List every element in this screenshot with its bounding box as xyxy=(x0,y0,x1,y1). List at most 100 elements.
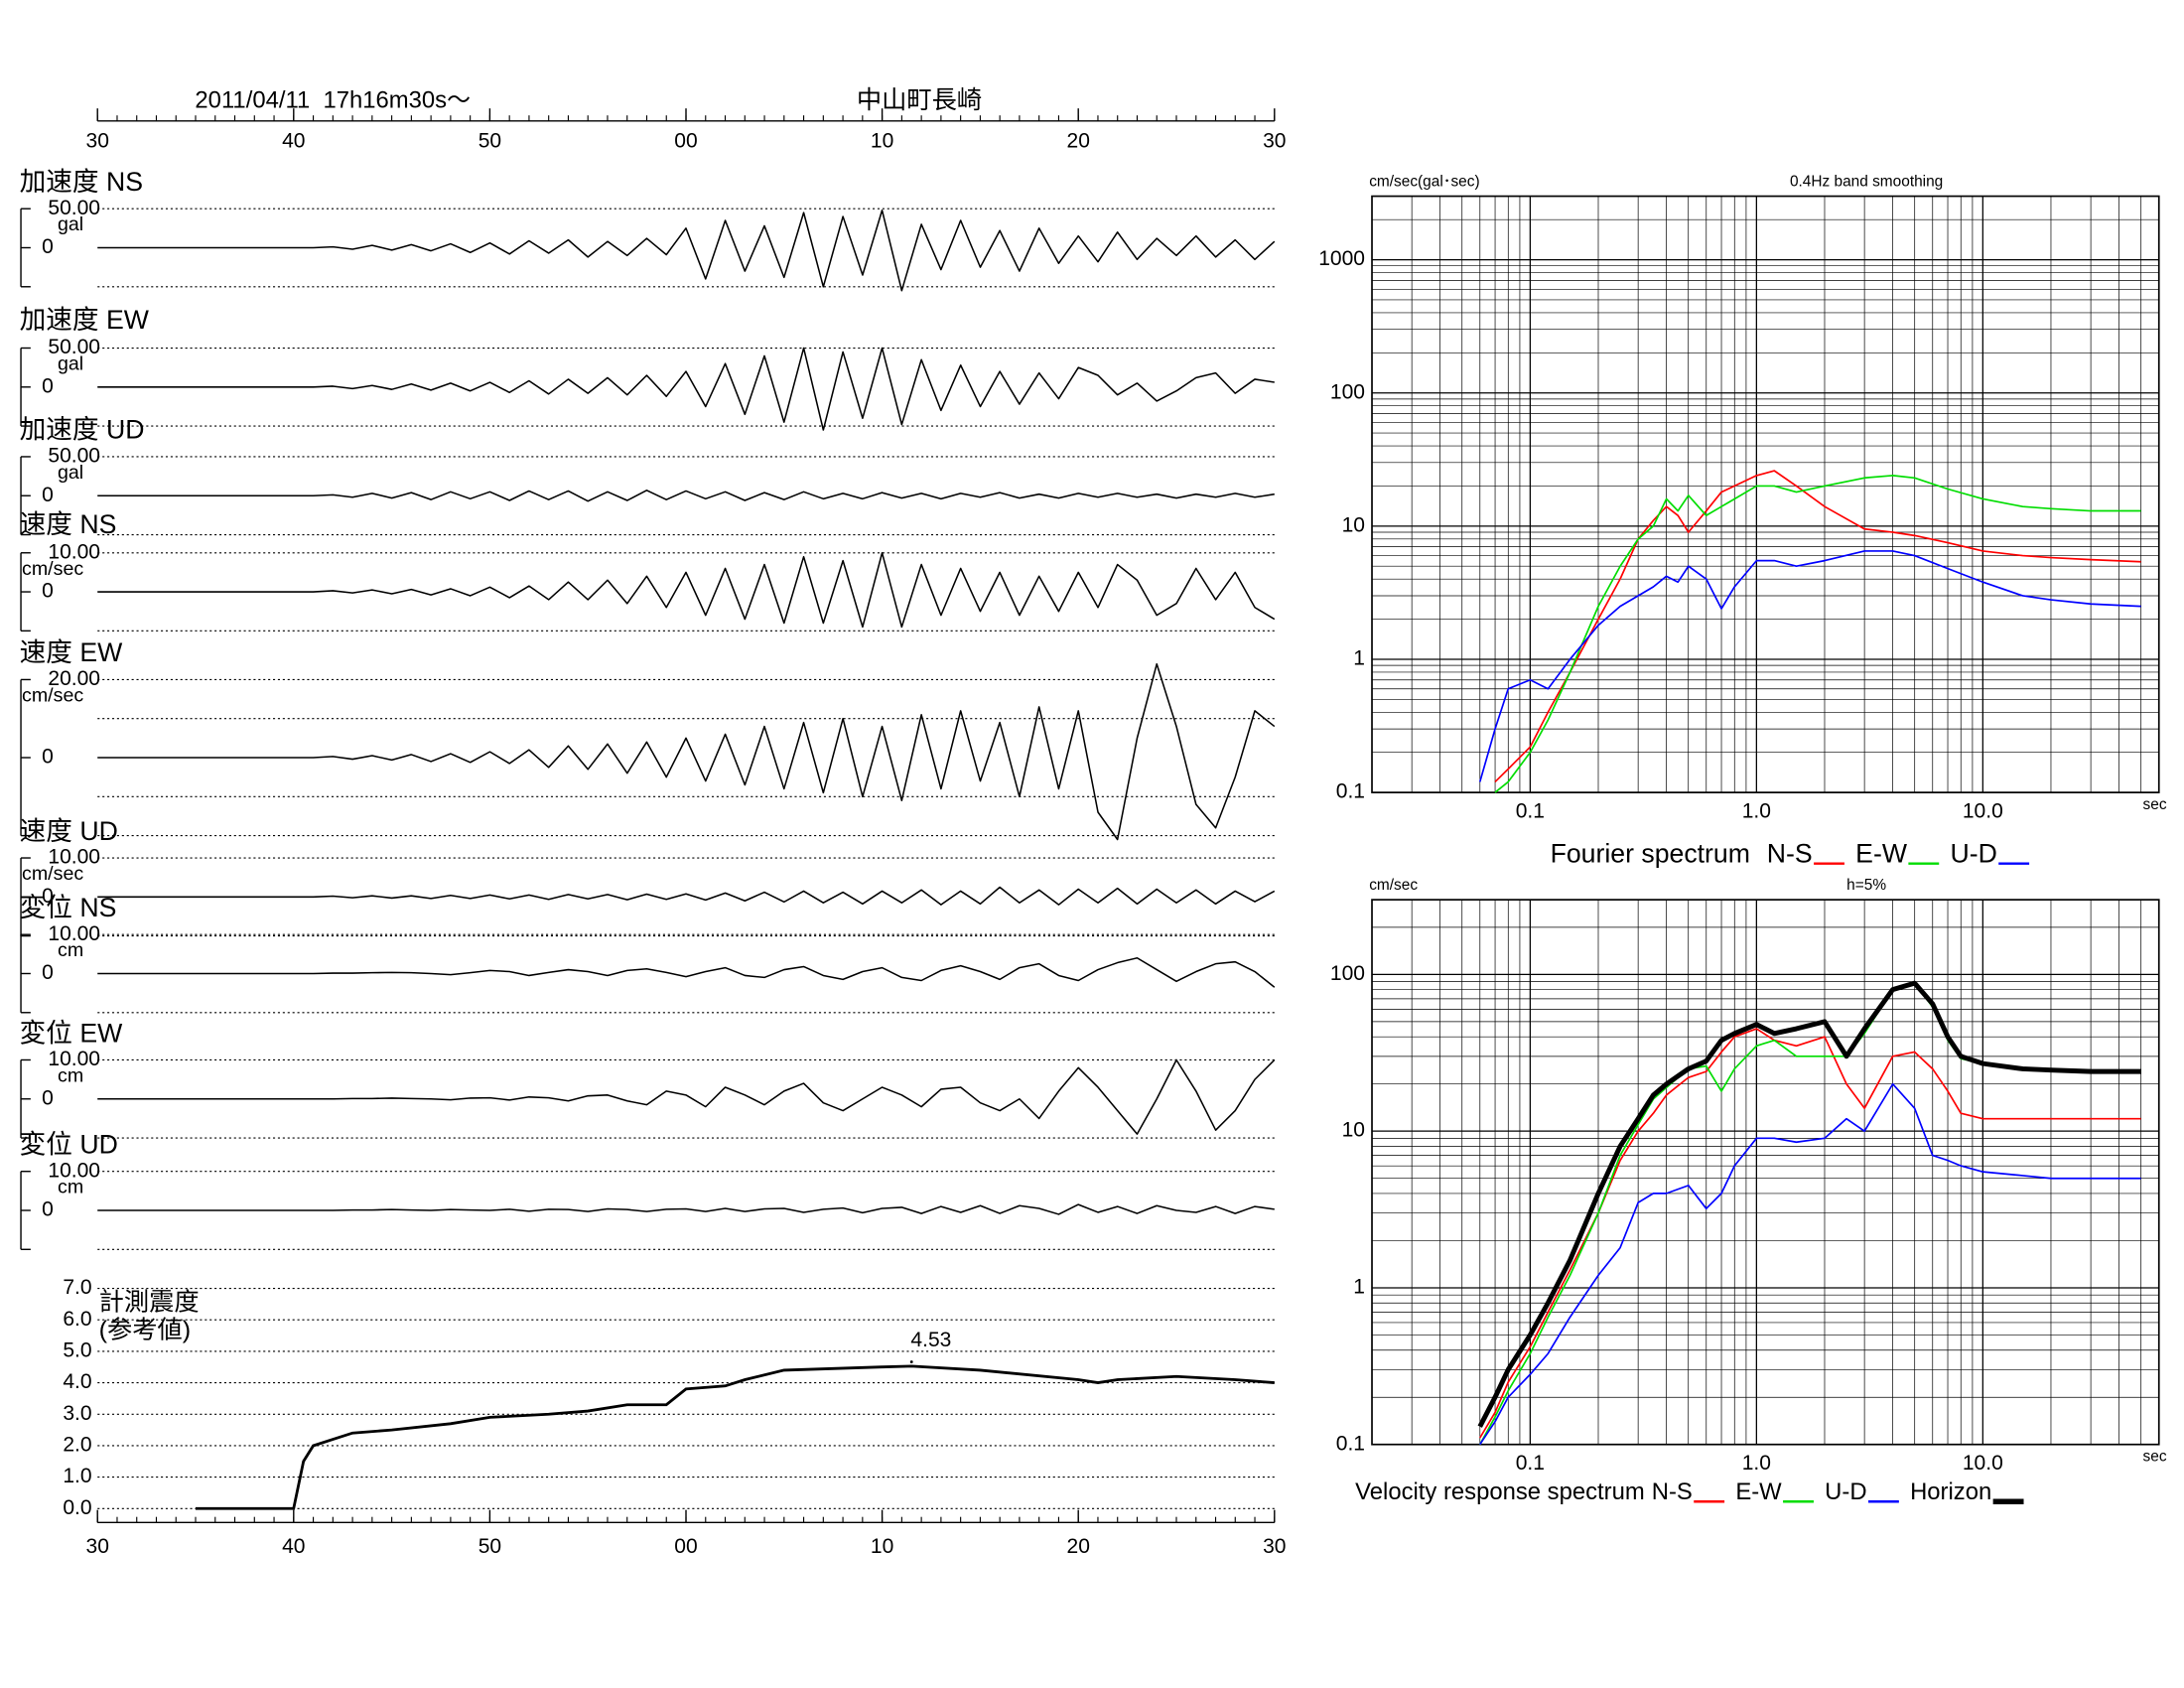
legend-label: N-S xyxy=(1767,838,1813,868)
trace-name: 速度 UD xyxy=(20,816,118,846)
y-tick-label: 1 xyxy=(1353,1276,1365,1299)
waveform-line xyxy=(97,1058,1276,1135)
legend-label: E-W xyxy=(1855,838,1908,868)
time-tick-label: 10 xyxy=(871,1535,893,1558)
chart-title: Fourier spectrum xyxy=(1551,838,1750,868)
x-tick-label: 10.0 xyxy=(1963,1452,2003,1475)
waveform-line xyxy=(97,1203,1275,1215)
trace-name: 速度 NS xyxy=(20,509,117,539)
trace-name: 加速度 EW xyxy=(20,305,150,335)
trace-scale-label: 10.00 xyxy=(48,846,100,869)
spectrum-line xyxy=(1494,470,2141,783)
x-tick-label: 0.1 xyxy=(1516,799,1545,822)
trace-unit: gal xyxy=(58,353,83,375)
trace-zero-label: 0 xyxy=(42,961,54,984)
station-name: 中山町長崎 xyxy=(857,86,982,114)
plot-frame xyxy=(1371,899,2160,1446)
date-time: 2011/04/11 17h16m30s〜 xyxy=(195,86,471,113)
y-tick-label: 100 xyxy=(1330,380,1365,403)
x-tick-label: 0.1 xyxy=(1516,1452,1545,1475)
trace-name: 速度 EW xyxy=(20,637,123,667)
trace-unit: cm/sec xyxy=(22,863,83,885)
intensity-line xyxy=(195,1364,1275,1510)
waveform-line xyxy=(97,551,1276,629)
x-tick-label: 10.0 xyxy=(1963,799,2003,822)
trace-unit: gal xyxy=(58,213,83,235)
spectrum-line xyxy=(1477,980,2141,1428)
y-tick-label: 6.0 xyxy=(63,1308,91,1331)
trace-scale-label: 10.00 xyxy=(48,922,100,945)
trace-name: 変位 NS xyxy=(20,893,117,922)
y-tick-label: 0.1 xyxy=(1336,1432,1365,1455)
time-tick-label: 50 xyxy=(478,1535,501,1558)
trace-unit: cm/sec xyxy=(22,558,83,580)
y-tick-label: 2.0 xyxy=(63,1433,91,1456)
legend-label: U-D xyxy=(1825,1478,1866,1505)
intensity-title: 計測震度 xyxy=(99,1289,200,1317)
x-axis-label: sec xyxy=(2143,1448,2167,1465)
time-tick-label: 20 xyxy=(1067,129,1090,152)
annotation-dot xyxy=(909,1360,913,1363)
intensity-subtitle: (参考値) xyxy=(99,1317,192,1344)
time-tick-label: 30 xyxy=(86,129,109,152)
y-tick-label: 10 xyxy=(1342,1119,1365,1142)
trace-scale-label: 10.00 xyxy=(48,1159,100,1182)
time-tick-label: 30 xyxy=(1263,1535,1286,1558)
trace-name: 変位 EW xyxy=(20,1018,123,1048)
time-tick-label: 00 xyxy=(674,1535,697,1558)
annotation-label: 4.53 xyxy=(910,1329,951,1351)
trace-scale-label: 10.00 xyxy=(48,540,100,563)
waveform-line xyxy=(97,209,1276,292)
y-tick-label: 0.0 xyxy=(63,1496,91,1519)
time-tick-label: 40 xyxy=(282,129,305,152)
y-tick-label: 1.0 xyxy=(63,1465,91,1487)
legend-label: U-D xyxy=(1950,838,1996,868)
time-tick-label: 30 xyxy=(1263,129,1286,152)
trace-zero-label: 0 xyxy=(42,885,54,908)
waveform-line xyxy=(97,347,1275,431)
trace-name: 加速度 UD xyxy=(20,415,145,445)
time-tick-label: 40 xyxy=(282,1535,305,1558)
time-tick-label: 10 xyxy=(871,129,893,152)
trace-unit: cm/sec xyxy=(22,684,83,706)
time-tick-label: 20 xyxy=(1067,1535,1090,1558)
trace-zero-label: 0 xyxy=(42,374,54,397)
spectrum-line xyxy=(1478,550,2141,782)
subtitle: h=5% xyxy=(1846,877,1886,894)
trace-zero-label: 0 xyxy=(42,1086,54,1109)
trace-scale-label: 50.00 xyxy=(48,445,100,468)
y-tick-label: 4.0 xyxy=(63,1370,91,1393)
y-tick-label: 1 xyxy=(1353,647,1365,670)
y-axis-label: cm/sec(gal･sec) xyxy=(1369,174,1479,191)
legend-label: N-S xyxy=(1652,1478,1693,1505)
legend-label: Horizon xyxy=(1910,1478,1991,1505)
waveform-line xyxy=(97,886,1276,906)
time-tick-label: 50 xyxy=(478,129,501,152)
time-tick-label: 30 xyxy=(86,1535,109,1558)
trace-zero-label: 0 xyxy=(42,580,54,603)
trace-unit: cm xyxy=(58,1064,83,1086)
spectrum-line xyxy=(1479,1028,2141,1439)
legend-label: E-W xyxy=(1735,1478,1782,1505)
trace-zero-label: 0 xyxy=(42,484,54,506)
chart-title: Velocity response spectrum xyxy=(1355,1478,1645,1505)
spectrum-line xyxy=(1494,475,2141,793)
waveform-line xyxy=(97,956,1276,988)
y-tick-label: 0.1 xyxy=(1336,780,1365,803)
y-tick-label: 5.0 xyxy=(63,1338,91,1361)
y-tick-label: 10 xyxy=(1342,513,1365,536)
trace-unit: cm xyxy=(58,939,83,961)
spectrum-line xyxy=(1479,1082,2141,1446)
trace-zero-label: 0 xyxy=(42,1198,54,1221)
trace-unit: gal xyxy=(58,462,83,484)
plot-frame xyxy=(1371,195,2160,793)
time-tick-label: 00 xyxy=(674,129,697,152)
y-tick-label: 3.0 xyxy=(63,1402,91,1425)
trace-scale-label: 50.00 xyxy=(48,197,100,219)
y-tick-label: 1000 xyxy=(1318,247,1365,270)
x-axis-label: sec xyxy=(2143,796,2167,813)
trace-unit: cm xyxy=(58,1177,83,1198)
